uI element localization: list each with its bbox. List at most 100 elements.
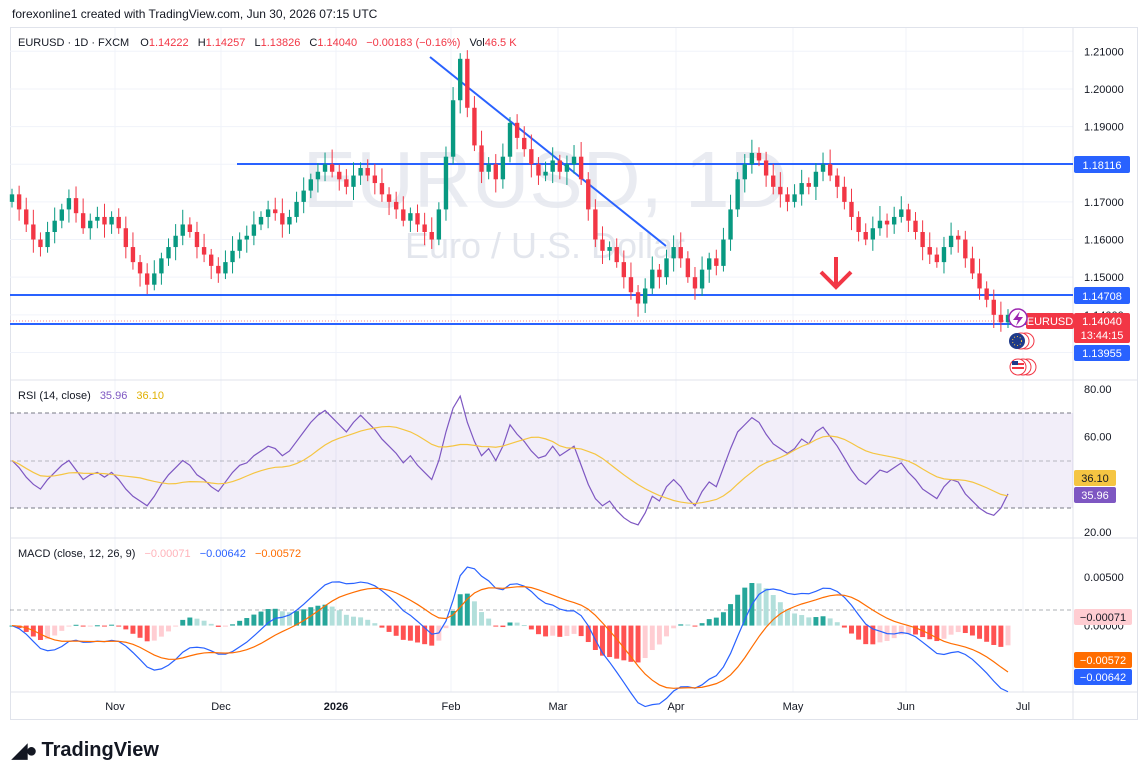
candle bbox=[877, 206, 883, 236]
candle bbox=[678, 232, 683, 268]
price-tick-label: 1.17000 bbox=[1084, 197, 1124, 209]
candle bbox=[301, 177, 306, 214]
candle bbox=[714, 249, 719, 276]
macd-hist-bar bbox=[215, 625, 221, 627]
price-tick-label: 1.16000 bbox=[1084, 235, 1124, 247]
price-tick-label: 1.19000 bbox=[1084, 122, 1124, 134]
candle bbox=[329, 149, 335, 178]
candle bbox=[884, 213, 890, 238]
candle bbox=[614, 238, 619, 268]
time-tick-label: Nov bbox=[105, 701, 125, 713]
macd-hist-bar bbox=[927, 625, 933, 640]
candle bbox=[557, 154, 562, 180]
tag-macd-hist-text: −0.00071 bbox=[1080, 612, 1126, 624]
candle bbox=[735, 172, 740, 217]
candle bbox=[799, 169, 804, 206]
macd-hist-bar bbox=[770, 595, 776, 626]
candle bbox=[813, 163, 819, 200]
tradingview-logo[interactable]: ◢● TradingView bbox=[12, 738, 159, 763]
macd-hist-bar bbox=[272, 608, 278, 626]
tag-macd-hist bbox=[1074, 609, 1132, 625]
candle bbox=[251, 211, 257, 246]
down-arrow-icon[interactable] bbox=[819, 257, 853, 290]
rsi-axis-ticks: 80.00 60.00 20.00 bbox=[1084, 384, 1112, 539]
time-tick-label: Jun bbox=[897, 701, 915, 713]
candle bbox=[756, 147, 762, 167]
candle bbox=[372, 163, 378, 195]
candle bbox=[742, 154, 747, 193]
candle bbox=[899, 196, 904, 223]
macd-hist-bar bbox=[443, 625, 449, 629]
macd-hist-bar bbox=[735, 594, 741, 626]
legend-o-value: 1.14222 bbox=[149, 37, 189, 49]
macd-hist-bar bbox=[585, 625, 591, 643]
lightning-icon[interactable] bbox=[1008, 308, 1028, 328]
candle bbox=[422, 212, 427, 246]
candle bbox=[337, 164, 342, 191]
chart-canvas[interactable]: EURUSD, 1D Euro / U.S. Dollar 1.210001.2… bbox=[0, 0, 1148, 735]
tag-macd-signal bbox=[1074, 652, 1132, 668]
macd-legend: MACD (close, 12, 26, 9) −0.00071 −0.0064… bbox=[18, 548, 301, 560]
rsi-tick-label: 20.00 bbox=[1084, 527, 1112, 539]
macd-hist-bar bbox=[934, 625, 940, 642]
tag-level-high bbox=[1074, 156, 1130, 173]
macd-hist-bar bbox=[386, 625, 392, 632]
tag-macd-line bbox=[1074, 669, 1132, 685]
macd-hist-bar bbox=[664, 625, 669, 637]
macd-hist-bar bbox=[94, 625, 100, 627]
candle bbox=[998, 301, 1004, 332]
candle bbox=[586, 172, 591, 221]
macd-hist-bar bbox=[728, 604, 734, 626]
candle bbox=[642, 278, 648, 313]
macd-hist-bar bbox=[898, 625, 904, 635]
candle bbox=[970, 246, 975, 280]
time-tick-label: Apr bbox=[667, 701, 684, 713]
macd-hist-bar bbox=[422, 625, 428, 645]
candle bbox=[628, 262, 634, 300]
macd-hist-bar bbox=[713, 617, 719, 626]
candle bbox=[31, 209, 36, 253]
macd-hist-bar bbox=[322, 604, 328, 626]
rsi-ma-line bbox=[11, 425, 1009, 505]
candle bbox=[237, 232, 242, 259]
macd-hist-bar bbox=[557, 625, 563, 637]
macd-hist-bar bbox=[336, 610, 342, 626]
macd-hist-bar bbox=[37, 625, 43, 640]
candle bbox=[123, 216, 129, 259]
candle bbox=[600, 226, 605, 264]
candle bbox=[671, 235, 676, 272]
tv-logo-icon: ◢● bbox=[12, 740, 38, 762]
candle bbox=[45, 221, 50, 253]
tag-last-price-text: 1.14040 bbox=[1082, 316, 1122, 328]
rsi-legend-value: 35.96 bbox=[100, 390, 128, 402]
candle bbox=[109, 211, 114, 234]
candle bbox=[152, 260, 157, 291]
macd-hist-bar bbox=[763, 588, 769, 626]
candle bbox=[408, 207, 413, 232]
price-axis-ticks: 1.210001.200001.190001.180001.170001.160… bbox=[1084, 46, 1124, 359]
price-tick-label: 1.20000 bbox=[1084, 84, 1124, 96]
macd-hist-bar bbox=[841, 625, 847, 628]
macd-hist-bar bbox=[194, 618, 200, 626]
candle bbox=[913, 212, 918, 240]
macd-hist-bar bbox=[649, 625, 655, 651]
candle bbox=[991, 289, 996, 328]
candle bbox=[522, 126, 527, 157]
candle bbox=[685, 251, 691, 283]
candle bbox=[173, 224, 178, 261]
macd-tick-label: 0.00500 bbox=[1084, 572, 1124, 584]
candle bbox=[927, 232, 932, 264]
tag-countdown-text: 13:44:15 bbox=[1081, 330, 1124, 342]
macd-hist-bar bbox=[258, 611, 264, 626]
candle bbox=[920, 220, 925, 261]
eu-flag-icon[interactable] bbox=[1009, 332, 1035, 350]
candle bbox=[322, 152, 328, 182]
macd-hist-bar bbox=[45, 625, 51, 639]
tag-macd-line-text: −0.00642 bbox=[1080, 672, 1126, 684]
candle bbox=[963, 230, 968, 268]
tag-level-low-text: 1.13955 bbox=[1082, 348, 1122, 360]
rsi-line bbox=[11, 394, 1009, 526]
us-flag-icon[interactable] bbox=[1009, 358, 1037, 376]
candle bbox=[529, 134, 534, 178]
candle bbox=[820, 152, 826, 182]
